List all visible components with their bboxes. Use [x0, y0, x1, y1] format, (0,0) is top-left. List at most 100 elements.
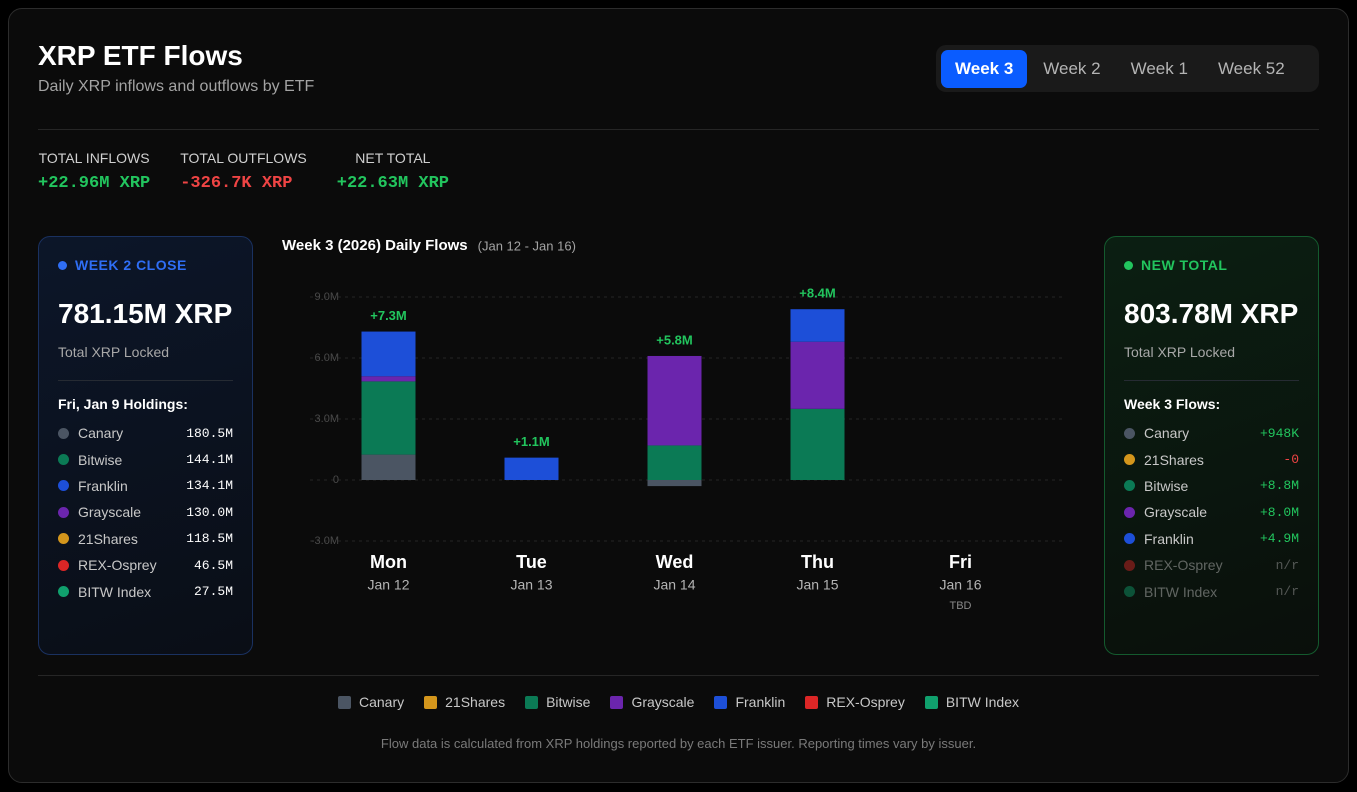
divider: [38, 675, 1319, 676]
color-dot: [1124, 533, 1135, 545]
bar-segment: [647, 445, 702, 480]
legend-item: Canary: [338, 694, 404, 710]
color-dot: [58, 427, 69, 439]
flows-list: Canary +948K 21Shares -0 Bitwise +8.8M Graysca…: [1124, 420, 1299, 605]
row-value: +8.8M: [1259, 478, 1299, 494]
row-value: +8.0M: [1259, 504, 1299, 520]
list-title: Week 3 Flows:: [1124, 396, 1221, 412]
color-dot: [58, 480, 69, 492]
color-dot: [1124, 506, 1135, 518]
row-name: Bitwise: [1144, 477, 1189, 494]
separator: [1124, 380, 1299, 381]
row-name: 21Shares: [78, 530, 138, 547]
color-dot: [1124, 454, 1135, 466]
legend-item: Bitwise: [525, 694, 590, 710]
color-dot: [58, 506, 69, 518]
x-tick-date: Jan 15: [796, 577, 838, 593]
caption: Total XRP Locked: [1124, 344, 1236, 360]
legend-item: REX-Osprey: [805, 694, 905, 710]
total-label: +1.1M: [513, 434, 550, 449]
legend: Canary 21Shares Bitwise Grayscale Franklin RE…: [38, 694, 1319, 710]
bar-segment: [647, 355, 702, 446]
y-tick-label: 6.0M: [315, 352, 339, 364]
x-tick-note: TBD: [950, 600, 972, 612]
caption: Total XRP Locked: [58, 344, 170, 360]
legend-label: REX-Osprey: [826, 694, 905, 710]
legend-swatch: [924, 695, 938, 709]
x-tick-label: Tue: [516, 552, 547, 572]
stat: TOTAL INFLOWS +22.96M XRP: [38, 150, 150, 193]
bar-segment: [361, 331, 416, 377]
x-tick-label: Fri: [949, 552, 972, 572]
week-tabs: Week 3 Week 2 Week 1 Week 52: [936, 45, 1319, 92]
row-name: BITW Index: [78, 583, 152, 600]
row-value: n/r: [1275, 584, 1299, 600]
bar-segment: [361, 454, 416, 480]
legend-label: 21Shares: [445, 694, 506, 710]
color-dot: [1124, 559, 1135, 571]
page-title: XRP ETF Flows: [38, 40, 243, 71]
row: BITW Index 27.5M: [58, 578, 233, 604]
row-name: 21Shares: [1144, 451, 1204, 468]
legend-swatch: [424, 695, 438, 709]
bar-segment: [504, 457, 559, 480]
row: Grayscale +8.0M: [1124, 499, 1299, 525]
legend-item: BITW Index: [924, 694, 1019, 710]
week-tab[interactable]: Week 3: [941, 49, 1028, 88]
row-value: 134.1M: [186, 478, 233, 494]
row-value: 130.0M: [186, 504, 233, 520]
row: Bitwise 144.1M: [58, 446, 233, 472]
y-tick-label: 9.0M: [315, 291, 339, 303]
stat-label: TOTAL OUTFLOWS: [180, 150, 307, 166]
chart: Week 3 (2026) Daily Flows (Jan 12 - Jan …: [282, 237, 1065, 612]
week-tab[interactable]: Week 1: [1130, 58, 1188, 78]
divider: [38, 129, 1319, 130]
total: 781.15M XRP: [58, 298, 233, 329]
badge: NEW TOTAL: [1124, 257, 1299, 273]
footnote: Flow data is calculated from XRP holding…: [380, 736, 977, 751]
chart-title: Week 3 (2026) Daily Flows: [282, 237, 468, 254]
legend-label: Grayscale: [631, 694, 695, 710]
legend-item: Grayscale: [610, 694, 694, 710]
legend-label: BITW Index: [945, 694, 1019, 710]
total: 803.78M XRP: [1124, 298, 1299, 329]
week2-panel: WEEK 2 CLOSE 781.15M XRP Total XRP Locke…: [38, 236, 253, 655]
x-tick-date: Jan 16: [939, 577, 981, 593]
y-tick-label: 0: [333, 474, 339, 486]
color-dot: [58, 586, 69, 598]
x-tick-label: Wed: [656, 552, 694, 572]
bar-segment: [361, 376, 416, 382]
row-value: 118.5M: [186, 531, 233, 547]
row-value: 180.5M: [186, 425, 233, 441]
stat: TOTAL OUTFLOWS -326.7K XRP: [180, 150, 307, 193]
row-name: Grayscale: [1144, 504, 1208, 521]
bar-segment: [361, 381, 416, 455]
week-tab[interactable]: Week 2: [1043, 58, 1101, 78]
row-name: Grayscale: [78, 504, 142, 521]
x-tick-label: Thu: [801, 552, 834, 572]
y-tick-label: 3.0M: [315, 413, 339, 425]
week-tab[interactable]: Week 52: [1217, 58, 1285, 78]
color-dot: [58, 559, 69, 571]
legend-label: Bitwise: [546, 694, 591, 710]
legend-swatch: [805, 695, 819, 709]
chart-subtitle: (Jan 12 - Jan 16): [478, 238, 576, 253]
total-label: +5.8M: [656, 332, 693, 347]
bar-segment: [790, 408, 845, 480]
stat-label: NET TOTAL: [355, 150, 431, 166]
separator: [58, 380, 233, 381]
color-dot: [1124, 586, 1135, 598]
x-tick-date: Jan 14: [653, 577, 695, 593]
row-value: 27.5M: [193, 584, 233, 600]
row: 21Shares -0: [1124, 446, 1299, 472]
bar-segment: [647, 480, 702, 487]
row: Grayscale 130.0M: [58, 499, 233, 525]
stat-value: +22.96M XRP: [38, 174, 151, 193]
legend-swatch: [610, 695, 624, 709]
row-value: 46.5M: [193, 557, 233, 573]
row: REX-Osprey n/r: [1124, 552, 1299, 578]
row-name: Canary: [1144, 425, 1190, 442]
legend-label: Franklin: [735, 694, 786, 710]
